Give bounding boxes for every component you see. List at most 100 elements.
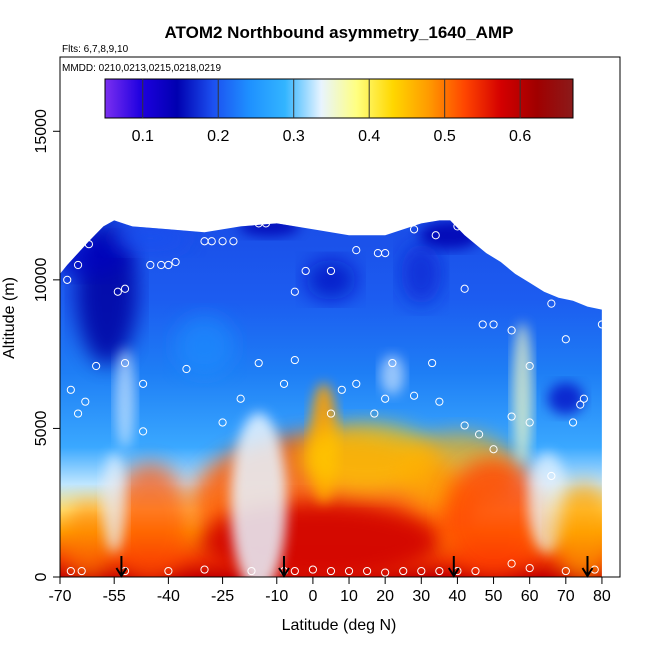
observation-point <box>471 566 480 576</box>
field-blob <box>102 452 127 553</box>
observation-point <box>474 430 484 439</box>
observation-point <box>399 566 408 576</box>
observation-point <box>381 394 390 403</box>
observation-point <box>290 355 299 365</box>
surface-markers <box>115 556 594 578</box>
plot-frame <box>59 56 621 578</box>
field-blob <box>512 322 533 463</box>
observation-point <box>525 418 534 427</box>
observation-point <box>138 379 148 388</box>
observation-point <box>229 237 238 246</box>
x-tick-label: 40 <box>449 588 467 605</box>
field-blob <box>443 457 544 577</box>
observation-point <box>95 219 104 228</box>
observation-point <box>247 566 256 576</box>
x-tick-label: 80 <box>593 588 611 605</box>
colorbar-tick-label: 0.6 <box>509 128 531 145</box>
field-blob <box>401 243 442 304</box>
field-blob <box>239 220 300 237</box>
observation-point <box>171 257 180 267</box>
observation-point <box>164 566 173 576</box>
flights-label: Flts: 6,7,8,9,10 <box>62 44 129 55</box>
observation-point <box>525 563 534 573</box>
y-tick-label: 15000 <box>33 109 50 154</box>
x-axis: -70 -55 -40 -25 -10 0 10 20 30 40 50 60 70 80 <box>48 577 611 605</box>
field-blob <box>63 501 114 577</box>
observation-point <box>547 471 556 481</box>
colorbar-tick-label: 0.5 <box>434 128 456 145</box>
field-blob <box>115 348 136 449</box>
observation-point <box>326 266 336 276</box>
observation-points <box>63 219 607 577</box>
observation-point <box>73 409 83 418</box>
x-tick-label: -10 <box>265 588 288 605</box>
colorbar-ramp <box>104 78 574 119</box>
observation-point <box>218 418 227 427</box>
dates-label: MMDD: 0210,0213,0215,0218,0219 <box>62 63 221 74</box>
field-blob <box>174 315 235 376</box>
x-tick-label: 10 <box>340 588 358 605</box>
field-blob <box>553 482 602 577</box>
observation-point <box>290 287 299 296</box>
observation-point <box>254 358 263 368</box>
observation-point <box>207 237 216 246</box>
colorbar-tick-label: 0.4 <box>358 128 380 145</box>
y-axis-label: Altitude (m) <box>1 277 18 359</box>
observation-point <box>236 394 245 403</box>
x-tick-label: 0 <box>308 588 317 605</box>
observation-point <box>431 231 440 240</box>
observation-point <box>417 566 426 576</box>
x-axis-label: Latitude (deg N) <box>282 617 397 634</box>
observation-point <box>507 412 516 421</box>
observation-point <box>428 358 437 368</box>
observation-point <box>579 394 588 403</box>
observation-point <box>200 565 209 574</box>
observation-point <box>352 379 361 388</box>
observation-point <box>561 335 570 344</box>
x-tick-label: -55 <box>103 588 126 605</box>
colorbar-tick-label: 0.2 <box>207 128 229 145</box>
observation-point <box>435 397 444 406</box>
y-axis: 0 5000 10000 15000 <box>33 109 60 581</box>
observation-point <box>489 445 498 454</box>
observation-point <box>113 287 122 296</box>
observation-point <box>138 427 148 436</box>
observation-point <box>409 391 419 400</box>
observation-point <box>597 320 607 329</box>
observation-point <box>164 260 173 270</box>
y-tick-label: 0 <box>33 572 50 581</box>
observation-point <box>362 566 372 576</box>
field-blob <box>547 382 584 415</box>
observation-point <box>290 566 299 576</box>
observation-point <box>261 219 271 228</box>
observation-point <box>66 385 75 394</box>
colorbar: 0.1 0.2 0.3 0.4 0.5 0.6 <box>104 78 574 145</box>
x-tick-label: -25 <box>211 588 234 605</box>
surface-arrow-marker <box>115 556 128 578</box>
observation-point <box>81 397 90 406</box>
surface-arrow-marker <box>581 556 594 578</box>
surface-arrow-marker <box>278 556 290 578</box>
observation-point <box>576 400 585 409</box>
surface-arrow-marker <box>447 556 460 578</box>
field-blob <box>110 224 191 253</box>
observation-point <box>489 320 498 329</box>
observation-point <box>326 566 336 576</box>
observation-point <box>388 358 397 368</box>
observation-point <box>279 379 289 388</box>
colorbar-tick-label: 0.1 <box>132 128 154 145</box>
observation-point <box>507 326 516 335</box>
field-blob <box>420 221 481 250</box>
observation-point <box>63 275 72 284</box>
observation-point <box>409 225 419 234</box>
x-tick-label: 30 <box>412 588 430 605</box>
observation-point <box>547 299 556 308</box>
observation-point <box>453 222 462 231</box>
observation-point <box>381 249 390 258</box>
observation-point <box>344 566 354 576</box>
observation-point <box>308 565 318 574</box>
x-tick-label: 50 <box>485 588 503 605</box>
observation-point <box>381 568 390 577</box>
y-tick-label: 10000 <box>33 258 50 303</box>
